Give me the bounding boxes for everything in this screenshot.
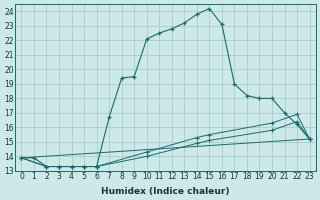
X-axis label: Humidex (Indice chaleur): Humidex (Indice chaleur) [101, 187, 230, 196]
